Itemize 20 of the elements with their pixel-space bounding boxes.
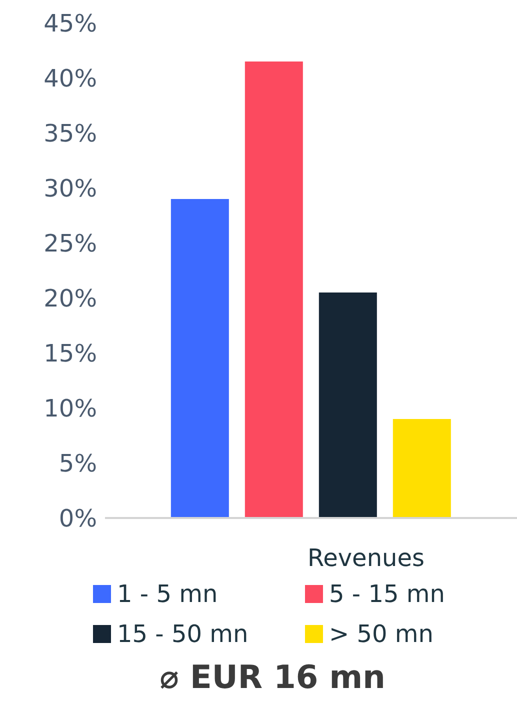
y-tick-label: 10% — [44, 394, 97, 423]
bar — [392, 419, 451, 518]
y-tick-label: 30% — [44, 174, 97, 203]
y-tick-label: 45% — [44, 10, 97, 38]
y-tick-label: 40% — [44, 64, 97, 93]
legend-label: 15 - 50 mn — [117, 620, 248, 648]
bar — [170, 199, 229, 518]
y-tick-label: 5% — [58, 450, 97, 478]
y-tick-label: 15% — [44, 340, 97, 368]
y-tick-label: 25% — [44, 230, 97, 258]
bar — [318, 292, 377, 518]
bar — [244, 62, 303, 518]
text: ⌀ EUR 16 mn — [158, 658, 386, 696]
y-tick-label: 0% — [58, 504, 97, 533]
legend-label: 1 - 5 mn — [117, 580, 218, 608]
y-tick-label: 35% — [44, 120, 97, 148]
x-axis-title: Revenues — [307, 544, 425, 572]
legend-label: 5 - 15 mn — [329, 580, 445, 608]
legend-label: > 50 mn — [329, 620, 434, 648]
y-tick-label: 20% — [44, 284, 97, 313]
